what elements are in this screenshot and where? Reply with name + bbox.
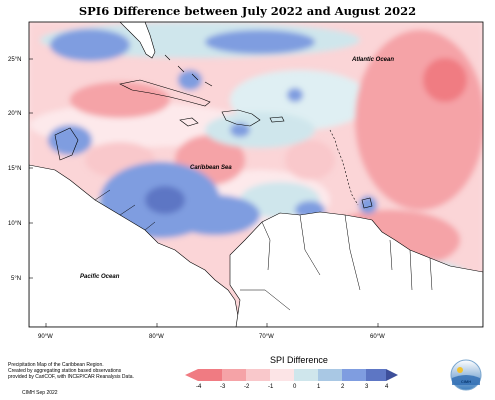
legend-tick: 2 bbox=[341, 384, 345, 390]
label-pacific-ocean: Pacific Ocean bbox=[80, 274, 120, 280]
legend-tick: -2 bbox=[244, 384, 250, 390]
label-caribbean-sea: Caribbean Sea bbox=[190, 165, 232, 171]
lat-label: 10°N bbox=[8, 221, 21, 227]
legend-tick: -1 bbox=[268, 384, 274, 390]
legend-tick: 1 bbox=[317, 384, 321, 390]
island-puerto-rico bbox=[269, 116, 285, 123]
lon-label: 80°W bbox=[149, 334, 164, 340]
legend-tick: 4 bbox=[385, 384, 389, 390]
label-atlantic-ocean: Atlantic Ocean bbox=[351, 57, 394, 63]
caption-line-3: provided by CariCOF, with INCEP/CAR Rean… bbox=[8, 374, 134, 380]
logo-text: CIMH bbox=[461, 379, 471, 384]
lat-label: 20°N bbox=[8, 111, 21, 117]
lat-label: 15°N bbox=[8, 166, 21, 172]
yucatan-coast bbox=[54, 127, 79, 161]
lat-label: 5°N bbox=[11, 276, 21, 282]
legend-colorbar: -4 -3 -2 -1 0 1 2 3 4 bbox=[185, 369, 398, 390]
lon-label: 60°W bbox=[370, 334, 385, 340]
island-jamaica bbox=[179, 117, 199, 127]
lat-axis: 25°N 20°N 15°N 10°N 5°N bbox=[8, 57, 33, 282]
caption-line-2: Created by aggregating station based obs… bbox=[8, 368, 122, 374]
lat-label: 25°N bbox=[8, 57, 21, 63]
map-title: SPI6 Difference between July 2022 and Au… bbox=[78, 4, 417, 18]
cimh-logo: CIMH bbox=[450, 359, 482, 391]
land-central-america bbox=[29, 164, 241, 327]
lon-label: 90°W bbox=[38, 334, 53, 340]
spi-field bbox=[29, 22, 483, 327]
lon-axis: 90°W 80°W 70°W 60°W bbox=[38, 323, 385, 340]
caption-credit: CIMH Sep 2022 bbox=[22, 390, 58, 396]
land-florida bbox=[119, 22, 156, 59]
legend-tick: -3 bbox=[220, 384, 226, 390]
island-cuba bbox=[119, 79, 211, 107]
island-lesser-antilles bbox=[329, 129, 359, 206]
land-south-america bbox=[229, 211, 483, 327]
country-borders bbox=[94, 189, 433, 311]
legend-tick: 0 bbox=[293, 384, 297, 390]
island-trinidad bbox=[361, 197, 373, 209]
legend-tick: 3 bbox=[365, 384, 369, 390]
lon-label: 70°W bbox=[259, 334, 274, 340]
island-bahamas bbox=[164, 54, 213, 87]
legend-tick: -4 bbox=[196, 384, 202, 390]
island-hispaniola bbox=[221, 109, 261, 127]
caption-line-1: Precipitation Map of the Caribbean Regio… bbox=[8, 362, 104, 368]
legend-title: SPI Difference bbox=[270, 355, 328, 365]
map-frame bbox=[28, 21, 484, 328]
